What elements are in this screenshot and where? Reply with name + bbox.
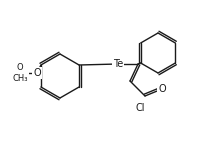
Text: Cl: Cl [135,103,145,113]
Text: O: O [33,68,41,78]
Text: O: O [158,84,166,94]
Text: O
CH₃: O CH₃ [12,63,28,83]
Text: Te: Te [113,59,123,69]
